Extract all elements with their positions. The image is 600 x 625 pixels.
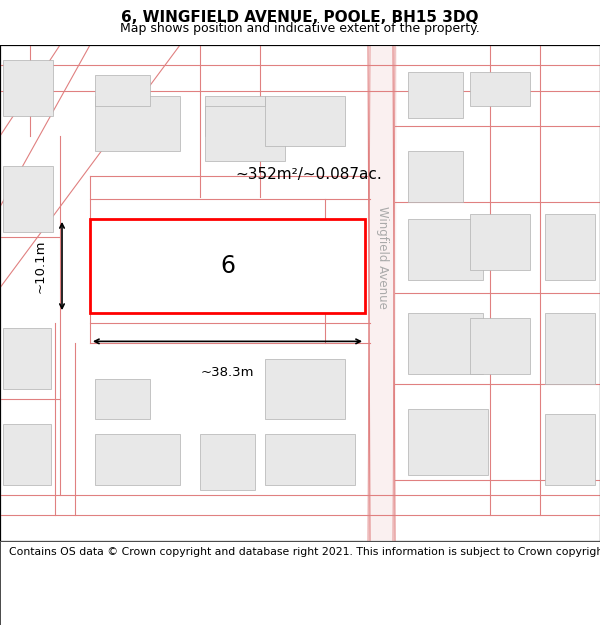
- Bar: [95, 434, 180, 485]
- Bar: [408, 151, 463, 202]
- Bar: [200, 434, 255, 490]
- Bar: [200, 232, 320, 303]
- Text: ~352m²/~0.087ac.: ~352m²/~0.087ac.: [235, 166, 382, 181]
- Bar: [95, 96, 180, 151]
- Bar: [545, 214, 595, 279]
- Bar: [408, 219, 483, 279]
- Bar: [3, 60, 53, 116]
- Bar: [408, 409, 488, 475]
- Bar: [545, 414, 595, 485]
- Bar: [265, 96, 345, 146]
- Bar: [470, 318, 530, 374]
- Text: Wingfield Avenue: Wingfield Avenue: [377, 206, 389, 309]
- Bar: [205, 96, 265, 136]
- Bar: [265, 434, 355, 485]
- Bar: [205, 106, 285, 161]
- Bar: [470, 72, 530, 106]
- Text: ~38.3m: ~38.3m: [201, 366, 254, 379]
- Bar: [545, 313, 595, 384]
- Bar: [3, 166, 53, 232]
- Text: Contains OS data © Crown copyright and database right 2021. This information is : Contains OS data © Crown copyright and d…: [9, 546, 600, 556]
- Bar: [265, 359, 345, 419]
- Bar: [90, 219, 365, 313]
- Bar: [3, 328, 51, 389]
- Bar: [95, 76, 150, 106]
- Bar: [3, 424, 51, 485]
- Text: 6, WINGFIELD AVENUE, POOLE, BH15 3DQ: 6, WINGFIELD AVENUE, POOLE, BH15 3DQ: [121, 10, 479, 25]
- Bar: [408, 72, 463, 118]
- Bar: [408, 313, 483, 374]
- Text: 6: 6: [220, 254, 235, 278]
- Polygon shape: [368, 45, 397, 541]
- Text: ~10.1m: ~10.1m: [34, 239, 47, 292]
- Bar: [95, 379, 150, 419]
- Text: Map shows position and indicative extent of the property.: Map shows position and indicative extent…: [120, 22, 480, 35]
- Bar: [470, 214, 530, 269]
